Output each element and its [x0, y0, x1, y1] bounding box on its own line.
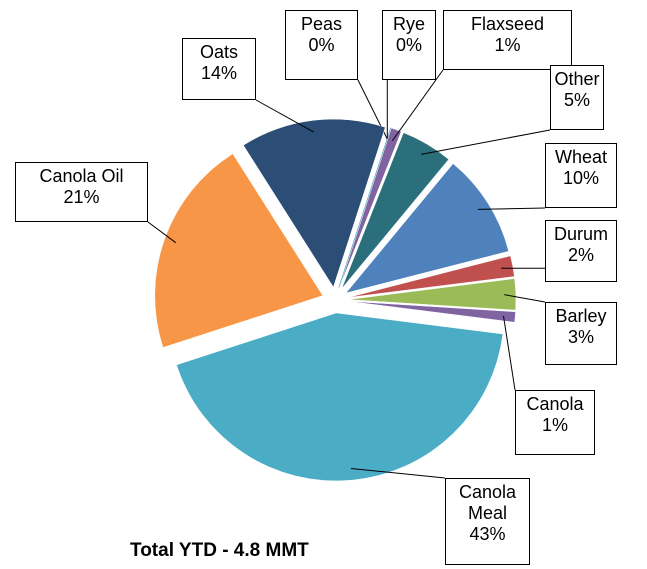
label-name: Barley — [555, 306, 607, 326]
pie-slice — [347, 300, 516, 323]
pie-slice — [154, 153, 324, 348]
label-name: Canola Meal — [458, 482, 517, 523]
leader-line — [421, 129, 551, 155]
leader-line — [502, 315, 516, 391]
data-label: Canola Oil 21% — [15, 162, 148, 222]
data-label: Other 5% — [550, 65, 604, 130]
data-label: Durum 2% — [545, 220, 617, 282]
label-value: 10% — [562, 168, 600, 188]
pie-slice — [339, 127, 402, 288]
data-label: Canola Meal 43% — [445, 478, 530, 565]
label-name: Canola Oil — [39, 166, 124, 186]
leader-line — [504, 294, 546, 303]
pie-slice — [345, 163, 510, 294]
data-label: Canola 1% — [515, 390, 595, 455]
pie-slice — [176, 312, 504, 482]
label-name: Rye — [392, 14, 425, 34]
pie-slice — [347, 255, 515, 298]
leader-line — [255, 99, 315, 133]
label-name: Durum — [553, 224, 608, 244]
chart-title: Total YTD - 4.8 MMT — [130, 540, 309, 561]
label-name: Oats — [199, 42, 238, 62]
leader-line — [147, 221, 177, 244]
label-value: 0% — [395, 35, 422, 55]
label-value: 1% — [494, 35, 521, 55]
label-name: Canola — [526, 394, 584, 414]
leader-line — [477, 207, 546, 210]
data-label: Oats 14% — [182, 38, 256, 100]
label-name: Wheat — [554, 147, 608, 167]
leader-line — [350, 467, 446, 479]
pie-slice — [338, 127, 392, 288]
data-label: Flaxseed 1% — [443, 10, 572, 70]
data-label: Rye 0% — [382, 10, 436, 80]
label-value: 21% — [63, 187, 100, 207]
label-value: 43% — [469, 524, 506, 544]
label-name: Other — [554, 69, 600, 89]
leader-line — [391, 69, 444, 142]
data-label: Wheat 10% — [545, 143, 617, 208]
label-value: 2% — [567, 245, 594, 265]
label-value: 5% — [563, 90, 590, 110]
label-name: Flaxseed — [470, 14, 545, 34]
label-value: 3% — [567, 327, 594, 347]
pie-slice — [243, 118, 386, 288]
label-value: 1% — [541, 415, 568, 435]
pie-slice — [347, 278, 517, 311]
label-value: 0% — [308, 35, 335, 55]
label-name: Peas — [300, 14, 343, 34]
pie-slice — [341, 132, 450, 289]
data-label: Barley 3% — [545, 302, 617, 365]
data-label: Peas 0% — [285, 10, 358, 80]
label-value: 14% — [200, 63, 238, 83]
